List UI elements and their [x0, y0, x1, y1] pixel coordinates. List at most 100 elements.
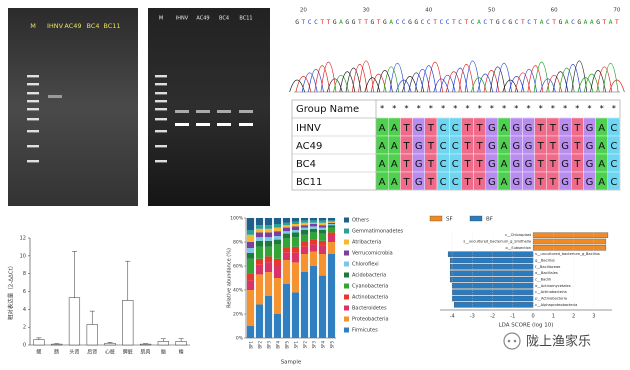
ladder-band: [27, 100, 39, 103]
table-header: Group Name: [296, 104, 359, 115]
bar-segment: [282, 260, 291, 284]
bar-segment: [264, 240, 273, 247]
bar-segment: [255, 237, 264, 241]
trace-peak: [427, 61, 443, 93]
position-label: 60: [551, 8, 558, 14]
x-tick-label: -2: [490, 314, 495, 320]
legend-label: Verrucomicrobia: [352, 251, 393, 257]
ladder-band: [27, 118, 39, 121]
trace-peak: [527, 65, 544, 93]
ladder-band: [155, 108, 167, 111]
bar-segment: [309, 232, 318, 240]
bar-segment: [282, 284, 291, 338]
feature-label: g__Bacillus: [535, 259, 555, 263]
bar: [532, 245, 607, 251]
trace-peak: [439, 74, 456, 93]
bar-segment: [273, 218, 282, 224]
trace-peak: [333, 74, 349, 93]
trace-peak: [502, 79, 519, 93]
trace-peak: [552, 71, 569, 93]
x-tick-label: BF5: [285, 341, 290, 349]
ladder-band: [27, 108, 39, 111]
feature-label: o__Bacillales: [535, 271, 558, 275]
bar-segment: [291, 262, 300, 293]
bar-segment: [264, 218, 273, 226]
x-tick-label: 鳃: [36, 349, 41, 356]
trace-peak: [596, 66, 613, 93]
bar-segment: [264, 296, 273, 338]
y-tick-label: 6: [23, 289, 26, 295]
bar: [68, 297, 81, 346]
bar-segment: [282, 225, 291, 228]
legend-swatch: [344, 228, 349, 234]
trace-peak: [314, 65, 331, 93]
bar-segment: [318, 275, 327, 338]
gel-band: [48, 95, 62, 98]
bar-segment: [264, 262, 273, 272]
bar-segment: [327, 242, 336, 254]
y-tick-label: 10: [20, 253, 26, 259]
bar-segment: [246, 258, 255, 274]
bar-segment: [327, 254, 336, 338]
bar-segment: [255, 304, 264, 338]
ladder-band: [155, 83, 167, 86]
trace-peak: [533, 61, 550, 93]
x-tick-label: 0: [531, 314, 534, 320]
bar: [122, 300, 134, 346]
bar-segment: [282, 227, 291, 232]
trace-peak: [590, 70, 606, 93]
trace-peak: [514, 72, 531, 93]
bar-segment: [300, 230, 309, 235]
gel-band: [175, 110, 189, 113]
bar-segment: [318, 254, 327, 276]
bar-segment: [309, 251, 318, 266]
trace-peak: [383, 66, 400, 93]
feature-label: c__Actinobacteria: [535, 290, 567, 294]
legend-swatch: [344, 294, 349, 300]
x-tick-label: 心脏: [105, 349, 115, 356]
bar-segment: [282, 238, 291, 248]
feature-label: c__Chloroplast: [505, 233, 532, 237]
bar-segment: [318, 222, 327, 226]
trace-peak: [546, 74, 563, 93]
legend-label: Actinobacteria: [352, 295, 388, 301]
x-tick-label: SF4: [321, 341, 326, 349]
bar-segment: [246, 248, 255, 253]
bar-segment: [327, 225, 336, 228]
lane-label: BC4: [86, 22, 99, 30]
bar-segment: [255, 274, 264, 305]
bar-segment: [309, 222, 318, 224]
trace-peak: [471, 77, 487, 93]
bar-segment: [264, 228, 273, 233]
bar: [532, 238, 607, 245]
bar-segment: [246, 326, 255, 338]
bar-segment: [255, 258, 264, 265]
y-tick-label: 12: [20, 236, 26, 242]
ladder-band: [155, 92, 167, 95]
trace-peak: [420, 65, 437, 93]
bar-segment: [318, 218, 327, 221]
bar-segment: [246, 242, 255, 248]
watermark-icon: [503, 332, 521, 350]
trace-peak: [577, 77, 594, 93]
legend-label: Others: [352, 218, 369, 224]
legend-swatch: [344, 316, 349, 322]
lane-label: M: [159, 16, 163, 22]
bar-segment: [318, 227, 327, 230]
x-tick-label: 头肾: [69, 349, 79, 356]
bar-segment: [300, 222, 309, 226]
bar-segment: [309, 226, 318, 229]
bar-segment: [273, 314, 282, 338]
row-name: AC49: [296, 141, 322, 152]
bar-segment: [300, 272, 309, 338]
trace-peak: [402, 76, 418, 93]
bar-segment: [246, 234, 255, 242]
bar-segment: [282, 252, 291, 260]
gel-image: [148, 8, 270, 206]
bar: [449, 276, 534, 283]
position-label: 30: [363, 8, 370, 14]
position-label: 70: [613, 8, 620, 14]
trace-peak: [320, 61, 337, 93]
